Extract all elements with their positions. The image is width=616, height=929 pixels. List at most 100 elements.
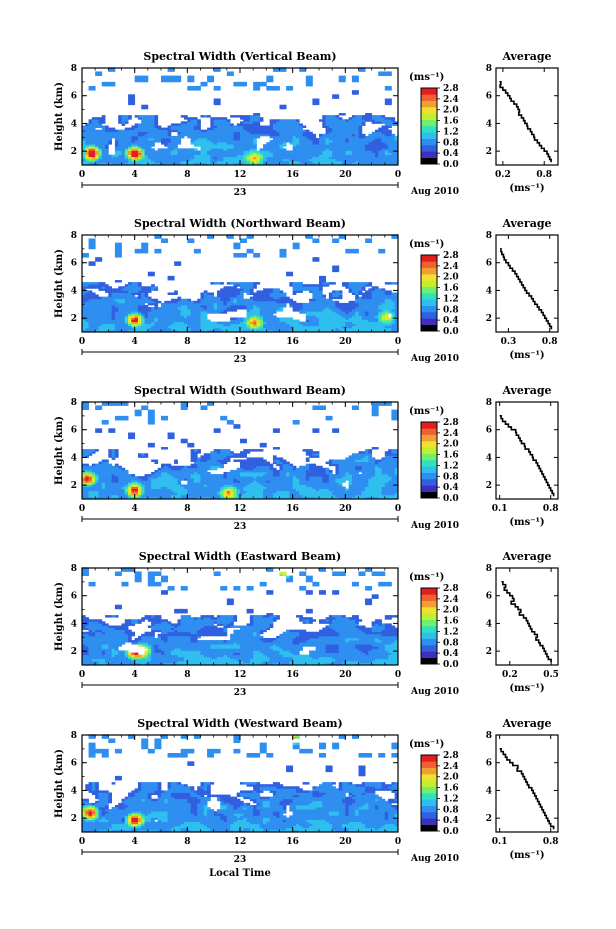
colorbar-swatch — [421, 600, 437, 608]
colorbar-swatch — [421, 786, 437, 794]
x-tick-label: 0 — [395, 170, 401, 180]
x-tick-label: 12 — [234, 837, 247, 847]
profile-title: Average — [501, 50, 551, 63]
x-tick-label: 0 — [395, 670, 401, 680]
y-axis-label: Height (km) — [54, 582, 65, 651]
colorbar-tick-label: 1.2 — [443, 794, 459, 804]
colorbar-swatch — [421, 645, 437, 652]
colorbar-swatch — [421, 428, 437, 435]
colorbar-swatch — [421, 485, 437, 492]
colorbar-tick-label: 0.0 — [443, 327, 459, 337]
average-profile: Average 2 4 6 8 0.2 0.8 (ms⁻¹) — [486, 50, 559, 194]
colorbar-unit: (ms⁻¹) — [409, 572, 444, 583]
day-label: 23 — [234, 188, 247, 198]
colorbar-swatch — [421, 626, 437, 633]
colorbar-swatch — [421, 799, 437, 806]
colorbar-frame — [420, 254, 438, 332]
panel-title: Spectral Width (Southward Beam) — [134, 384, 346, 397]
profile-x-tick-label: 0.8 — [543, 504, 559, 514]
colorbar-tick-label: 0.8 — [443, 472, 459, 482]
x-tick-label: 4 — [132, 337, 138, 347]
colorbar-swatch — [421, 318, 437, 325]
x-tick-label: 20 — [339, 837, 352, 847]
profile-line — [501, 581, 552, 663]
colorbar-unit: (ms⁻¹) — [409, 406, 444, 417]
colorbar-swatch — [421, 479, 437, 486]
colorbar-swatch — [421, 774, 437, 781]
profile-x-tick-label: 0.2 — [495, 170, 511, 180]
colorbar-tick-label: 1.2 — [443, 461, 459, 471]
colorbar-tick-label: 0.4 — [443, 816, 459, 826]
heatmap-cells — [82, 234, 399, 333]
x-tick-label: 0 — [79, 504, 85, 514]
colorbar-tick-label: 2.4 — [443, 762, 459, 772]
colorbar-tick-label: 1.2 — [443, 294, 459, 304]
colorbar-tick-label: 1.2 — [443, 127, 459, 137]
colorbar-tick-label: 1.6 — [443, 451, 459, 461]
x-tick-label: 0 — [395, 337, 401, 347]
colorbar-swatch — [421, 434, 437, 442]
x-tick-label: 0 — [79, 337, 85, 347]
x-tick-label: 16 — [286, 170, 299, 180]
colorbar-tick-label: 2.0 — [443, 773, 459, 783]
colorbar-swatch — [421, 793, 437, 800]
profile-x-tick-label: 0.1 — [492, 837, 508, 847]
x-tick-label: 16 — [286, 504, 299, 514]
colorbar-swatch — [421, 305, 437, 313]
colorbar-swatch — [421, 274, 437, 281]
colorbar-tick-label: 2.4 — [443, 429, 459, 439]
y-tick-label: 8 — [71, 731, 77, 741]
profile-title: Average — [501, 550, 551, 563]
colorbar-swatch — [421, 145, 437, 152]
x-tick-label: 0 — [79, 670, 85, 680]
panel-1: Spectral Width (Vertical Beam) 2 4 6 8 0 4 8 12 1… — [54, 50, 559, 198]
profile-y-tick-label: 6 — [486, 592, 492, 602]
colorbar-tick-label: 2.8 — [443, 584, 459, 594]
colorbar-swatch — [421, 113, 437, 120]
x-tick-label: 4 — [132, 670, 138, 680]
colorbar-frame — [420, 421, 438, 499]
colorbar-tick-label: 1.6 — [443, 784, 459, 794]
profile-x-label: (ms⁻¹) — [509, 350, 544, 361]
colorbar-swatch — [421, 657, 437, 665]
y-tick-label: 2 — [71, 147, 77, 157]
colorbar-tick-label: 2.0 — [443, 606, 459, 616]
panel-2: Spectral Width (Northward Beam) 2 4 6 8 0 4 8 12… — [54, 217, 559, 365]
y-tick-label: 4 — [71, 619, 77, 629]
profile-y-tick-label: 4 — [486, 619, 492, 629]
average-profile: Average 2 4 6 8 0.2 0.5 (ms⁻¹) — [486, 550, 559, 694]
colorbar-swatch — [421, 299, 437, 306]
colorbar-tick-label: 0.4 — [443, 316, 459, 326]
colorbar-tick-label: 0.0 — [443, 494, 459, 504]
y-tick-label: 6 — [71, 592, 77, 602]
profile-x-tick-label: 0.2 — [502, 670, 518, 680]
profile-frame — [495, 567, 559, 666]
colorbar-tick-label: 2.8 — [443, 418, 459, 428]
colorbar-tick-label: 1.6 — [443, 117, 459, 127]
colorbar-tick-label: 1.2 — [443, 627, 459, 637]
y-axis-label: Height (km) — [54, 749, 65, 818]
x-axis-label: Local Time — [209, 868, 271, 879]
profile-x-tick-label: 0.5 — [543, 670, 559, 680]
heatmap-cells — [82, 567, 399, 666]
colorbar-unit: (ms⁻¹) — [409, 72, 444, 83]
colorbar-tick-label: 0.8 — [443, 305, 459, 315]
average-profile: Average 2 4 6 8 0.1 0.8 (ms⁻¹) — [486, 717, 559, 861]
y-tick-label: 4 — [71, 286, 77, 296]
colorbar: 0.00.40.81.21.62.02.42.8(ms⁻¹) — [409, 739, 459, 837]
y-tick-label: 8 — [71, 64, 77, 74]
colorbar-swatch — [421, 632, 437, 639]
panel-3: Spectral Width (Southward Beam) 2 4 6 8 0 4 8 12… — [54, 384, 559, 532]
x-tick-label: 8 — [184, 670, 190, 680]
profile-frame — [495, 67, 559, 166]
colorbar-frame — [420, 754, 438, 832]
colorbar-swatch — [421, 132, 437, 139]
profile-y-tick-label: 6 — [486, 759, 492, 769]
x-tick-label: 20 — [339, 670, 352, 680]
panel-title: Spectral Width (Westward Beam) — [137, 717, 342, 730]
colorbar-swatch — [421, 138, 437, 146]
profile-y-tick-label: 2 — [486, 147, 492, 157]
colorbar-swatch — [421, 651, 437, 658]
profile-y-tick-label: 4 — [486, 286, 492, 296]
